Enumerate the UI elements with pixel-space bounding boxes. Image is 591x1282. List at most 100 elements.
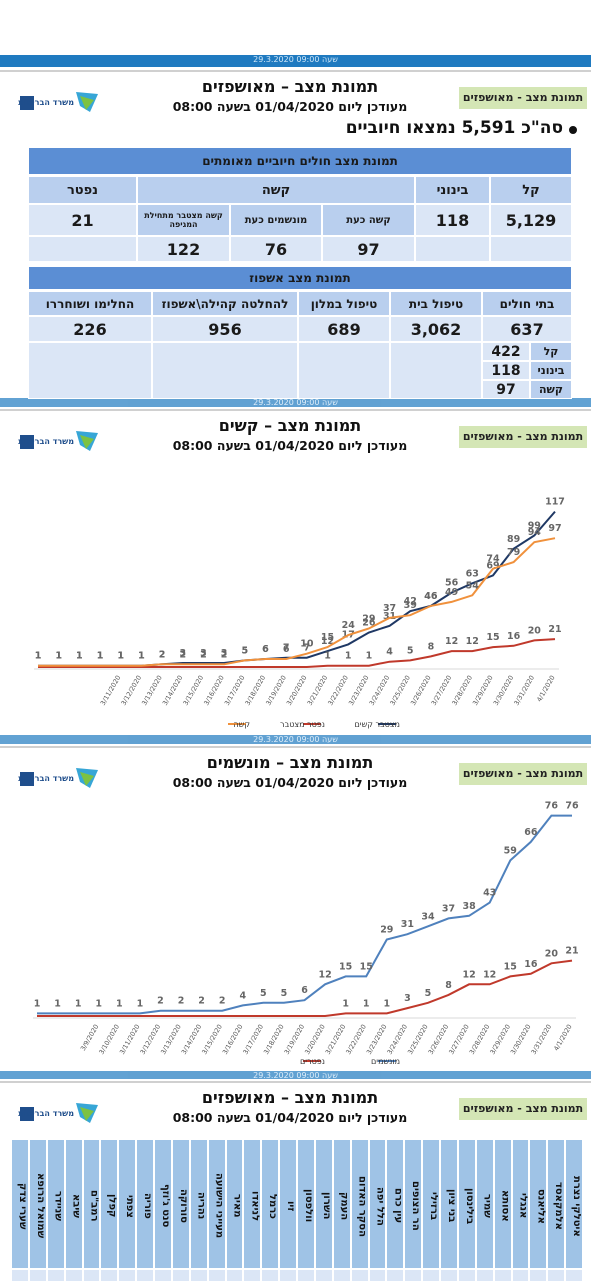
logo: משרד הבריאות [18,92,98,112]
logo-icon [80,96,94,110]
data-label: 94 [528,527,542,538]
table-cell [225,1269,244,1282]
data-label: 15 [360,961,373,972]
data-label: 1 [55,651,62,662]
data-label: 1 [54,998,61,1009]
table-cell [404,1269,423,1282]
slide: תמונת מצב - מאושפזים תמונת מצב – מאושפזים… [0,70,591,399]
table-cell [298,342,390,399]
data-label: 76 [565,801,579,812]
table-cell [493,1269,512,1282]
data-label: 1 [138,651,145,662]
data-label: 2 [219,996,226,1007]
data-label: 12 [466,636,479,647]
table-cell: להחלטה קהילה\אשפוז [152,291,298,316]
x-tick-label: 3/30/2020 [492,674,516,707]
data-label: 4 [386,647,393,658]
x-tick-label: 3/23/2020 [347,674,371,707]
data-label: 69 [486,560,499,571]
table-cell [390,342,482,399]
series-line [37,814,572,1015]
data-label: 54 [466,580,480,591]
table-cell: קשה [137,176,415,204]
table-cell: 97 [482,380,530,399]
table-header: ברזילי [422,1139,440,1269]
table-cell [261,1269,280,1282]
table-cell: 637 [482,316,572,342]
table-cell: 689 [298,316,390,342]
table-cell: טיפול בית [390,291,482,316]
data-label: 12 [462,969,475,980]
logo-icon [80,1107,94,1121]
data-label: 1 [95,998,102,1009]
data-label: 5 [260,988,267,999]
data-label: 6 [301,985,308,996]
table-cell [529,1269,548,1282]
data-label: 46 [424,591,438,602]
table-cell [511,1269,530,1282]
data-label: 2 [198,996,205,1007]
x-tick-label: 3/15/2020 [182,674,206,707]
data-label: 7 [304,643,311,654]
table-cell [171,1269,190,1282]
data-label: 66 [524,827,538,838]
table-cell [136,1269,154,1282]
table-cell [64,1269,83,1282]
data-label: 37 [442,903,455,914]
x-tick-label: 3/13/2020 [140,674,164,707]
data-label: 89 [507,534,520,545]
table-cell [28,1269,47,1282]
data-label: 15 [486,632,499,643]
table-cell: 422 [482,342,530,361]
slide-badge: תמונת מצב - מאושפזים [459,763,587,785]
data-label: 21 [548,624,561,635]
data-label: 1 [363,998,370,1009]
data-label: 3 [200,648,207,659]
x-tick-label: 3/27/2020 [430,674,454,707]
table-header: שערי צדק [11,1139,29,1269]
data-label: 31 [383,611,396,622]
slide-subtitle: מעודכן ליום 01/04/2020 בשעה 08:00 [172,775,408,790]
date-strip: 29.3.2020 שעה 09:00 [0,55,591,67]
date-strip: 29.3.2020 שעה 09:00 [0,398,591,407]
table-cell [28,342,152,399]
data-label: 16 [507,631,521,642]
data-label: 29 [362,613,375,624]
data-label: 5 [425,988,432,999]
data-label: 26 [362,617,376,628]
table-cell: טיפול במלון [298,291,390,316]
table-header: מעייני הישועה [207,1139,226,1269]
data-label: 2 [159,649,166,660]
data-label: 1 [55,651,62,662]
table-header: הר הצופים [404,1139,423,1269]
table-cell [565,1269,583,1282]
table-header: איטלקי נצרת [565,1139,583,1269]
table-header: העמק [332,1139,351,1269]
data-label: 5 [241,645,248,656]
data-label: 6 [283,644,290,655]
table-cell [475,1269,494,1282]
data-label: 10 [300,639,314,650]
logo-text: משרד הבריאות [18,1109,74,1118]
x-tick-label: 3/24/2020 [368,674,392,707]
data-label: 79 [507,547,520,558]
data-label: 24 [342,620,356,631]
data-label: 31 [401,919,414,930]
slide-subtitle: מעודכן ליום 01/04/2020 בשעה 08:00 [172,99,408,114]
data-label: 34 [421,911,435,922]
logo-mark [20,96,34,110]
data-label: 46 [424,591,438,602]
x-tick-label: 3/21/2020 [306,674,330,707]
table-cell: 118 [415,204,490,236]
logo-text: משרד הבריאות [18,98,74,107]
x-tick-label: 3/28/2020 [450,674,474,707]
table-header: זיו [279,1139,297,1269]
data-label: 1 [345,651,352,662]
logo: משרד הבריאות [18,431,98,451]
data-label: 1 [34,998,41,1009]
data-label: 2 [200,649,207,660]
data-label: 63 [466,568,479,579]
logo-mark [20,435,34,449]
data-label: 1 [76,651,83,662]
data-label: 37 [383,603,396,614]
